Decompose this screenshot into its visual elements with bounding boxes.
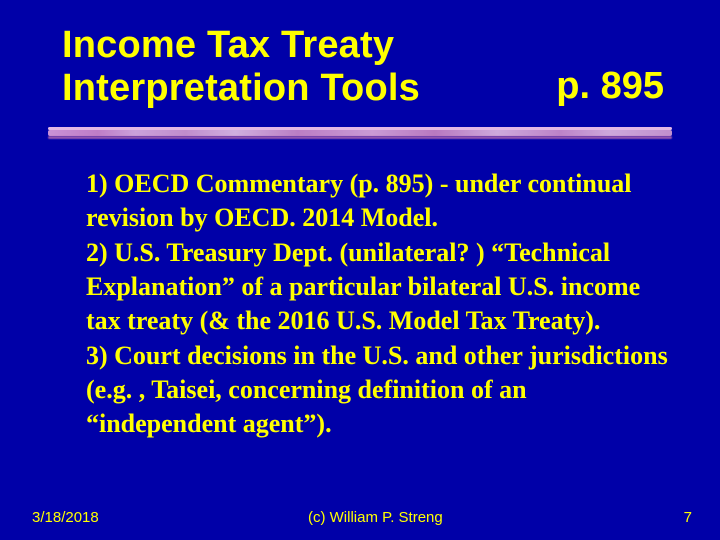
title-line-1: Income Tax Treaty [62, 24, 394, 66]
slide: Income Tax Treaty Interpretation Tools p… [0, 0, 720, 540]
footer: 3/18/2018 (c) William P. Streng 7 [0, 509, 720, 526]
footer-slide-number: 7 [652, 509, 692, 526]
footer-date: 3/18/2018 [32, 509, 99, 526]
body-text: 1) OECD Commentary (p. 895) - under cont… [48, 167, 672, 442]
slide-title: Income Tax Treaty Interpretation Tools [62, 24, 420, 109]
title-row: Income Tax Treaty Interpretation Tools p… [48, 24, 672, 109]
divider [48, 127, 672, 141]
footer-copyright: (c) William P. Streng [99, 509, 652, 526]
title-line-2: Interpretation Tools [62, 67, 420, 109]
title-page-ref: p. 895 [556, 65, 664, 110]
divider-bottom [48, 136, 672, 139]
